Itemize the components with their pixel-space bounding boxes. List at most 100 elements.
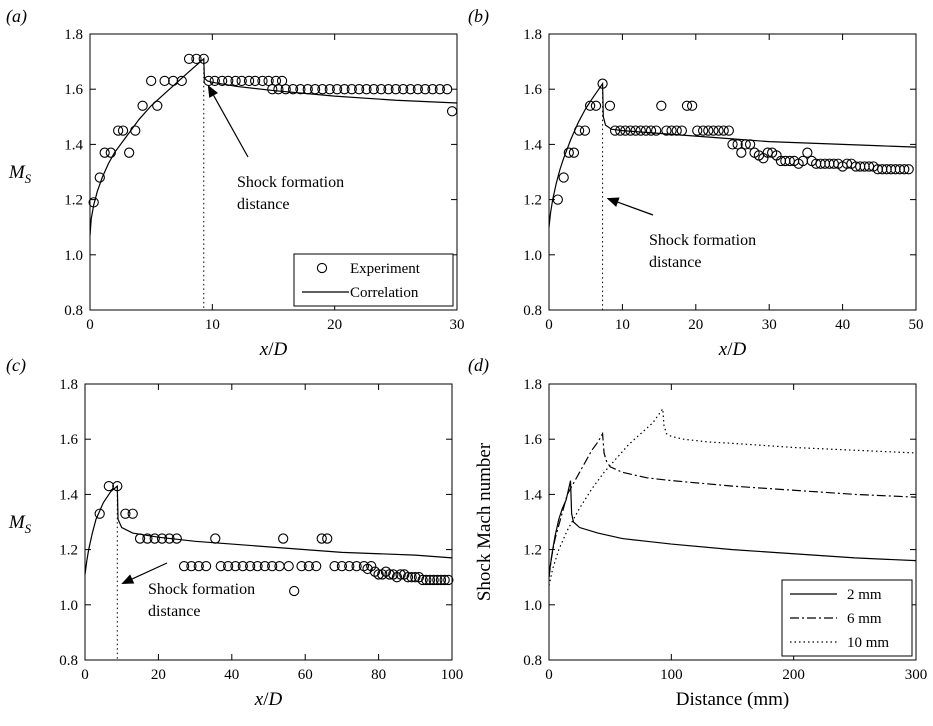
data-point — [324, 84, 335, 95]
data-point — [99, 147, 110, 158]
x-tick-label: 30 — [762, 317, 777, 333]
data-point — [344, 561, 355, 572]
data-point — [257, 75, 268, 87]
y-tick-label: 0.8 — [523, 653, 542, 669]
legend-box — [293, 253, 454, 307]
data-point — [249, 75, 261, 87]
annotation-arrow — [131, 562, 168, 580]
annotation-arrowhead — [606, 197, 620, 207]
y-tick-label: 1.4 — [523, 137, 542, 153]
data-point — [635, 125, 646, 136]
data-point — [427, 84, 438, 95]
panel-label: (a) — [6, 6, 27, 27]
data-point — [186, 561, 197, 572]
data-point — [236, 75, 247, 87]
panel-label: (d) — [468, 355, 489, 376]
data-point — [558, 172, 569, 183]
y-tick-label: 1.8 — [523, 377, 542, 393]
x-tick-label: 10 — [615, 317, 630, 333]
x-tick-label: 50 — [909, 317, 924, 333]
panel-b: (b) 0 10 20 30 40 50 0.8 1.0 1.2 1.4 1.6 1.8 x/D Shock… — [468, 6, 924, 360]
x-axis-label: x/D — [254, 689, 283, 710]
data-point — [123, 147, 135, 158]
series-correlation-line — [548, 81, 917, 228]
data-point — [358, 561, 370, 572]
data-point — [442, 84, 453, 95]
x-axis-label: x/D — [259, 339, 288, 360]
data-point — [656, 100, 667, 111]
plot-frame — [548, 383, 917, 661]
x-tick-label: 100 — [441, 667, 464, 683]
data-point — [563, 147, 574, 158]
y-tick-label: 1.4 — [64, 137, 83, 153]
data-point — [203, 75, 214, 87]
legend-entry: 10 mm — [847, 635, 889, 651]
data-point — [152, 100, 163, 111]
data-point — [295, 84, 306, 95]
data-point — [210, 533, 221, 544]
data-point — [94, 508, 105, 519]
data-point — [718, 125, 729, 136]
data-point — [421, 574, 432, 586]
x-tick-label: 20 — [327, 317, 342, 333]
x-tick-label: 40 — [224, 667, 239, 683]
data-point — [280, 84, 291, 95]
data-point — [117, 125, 129, 136]
data-point — [215, 561, 226, 572]
data-point — [432, 574, 443, 586]
data-point — [336, 561, 348, 572]
annotation-arrowhead — [121, 574, 135, 584]
y-tick-label: 1.8 — [523, 27, 542, 43]
y-tick-label: 1.8 — [64, 27, 83, 43]
data-point — [222, 561, 234, 572]
data-point — [383, 84, 394, 95]
data-point — [727, 139, 738, 150]
data-point — [252, 561, 263, 572]
series-10-mm-line — [548, 407, 917, 586]
data-point — [434, 84, 446, 95]
x-axis-label: Distance (mm) — [676, 689, 789, 710]
panel-d: (d) 0 100 200 300 0.8 1.0 1.2 1.4 1.6 1.8 Distance … — [468, 355, 927, 710]
data-point — [399, 569, 410, 580]
data-point — [435, 574, 447, 586]
data-point — [353, 84, 365, 95]
data-point — [237, 561, 248, 572]
data-point — [713, 125, 724, 136]
data-point — [703, 125, 714, 136]
data-point — [259, 561, 270, 572]
data-point — [276, 75, 288, 87]
data-point — [200, 561, 212, 572]
data-point — [331, 84, 343, 95]
data-point — [376, 84, 387, 95]
y-tick-label: 0.8 — [523, 303, 542, 319]
data-point — [322, 533, 333, 544]
data-point — [390, 84, 401, 95]
data-point — [278, 533, 289, 544]
y-tick-label: 0.8 — [64, 303, 83, 319]
x-tick-label: 30 — [450, 317, 465, 333]
panel-c: (c) 0 20 40 60 80 100 0.8 1.0 1.2 1.4 1.6 1.8 x/D MS Sh… — [6, 355, 463, 710]
data-point — [230, 75, 241, 87]
data-point — [287, 84, 299, 95]
data-point — [105, 147, 116, 158]
x-tick-label: 10 — [205, 317, 220, 333]
data-point — [149, 533, 160, 544]
annotation-text: distance — [237, 196, 289, 213]
data-point — [368, 84, 379, 95]
annotation-arrowhead — [207, 84, 218, 98]
legend: Experiment Correlation — [293, 253, 454, 307]
legend-entry: 6 mm — [847, 611, 882, 627]
data-point — [579, 125, 591, 136]
data-point — [289, 585, 300, 597]
annotation-text: Shock formation — [237, 174, 344, 191]
data-point — [736, 147, 747, 158]
data-point — [178, 561, 190, 572]
y-tick-label: 1.4 — [59, 487, 78, 503]
data-point — [176, 75, 187, 87]
data-point — [439, 574, 450, 586]
annotation-text: distance — [148, 603, 200, 620]
y-tick-label: 1.4 — [523, 487, 542, 503]
series-correlation-line — [89, 57, 458, 236]
x-tick-label: 0 — [545, 317, 553, 333]
